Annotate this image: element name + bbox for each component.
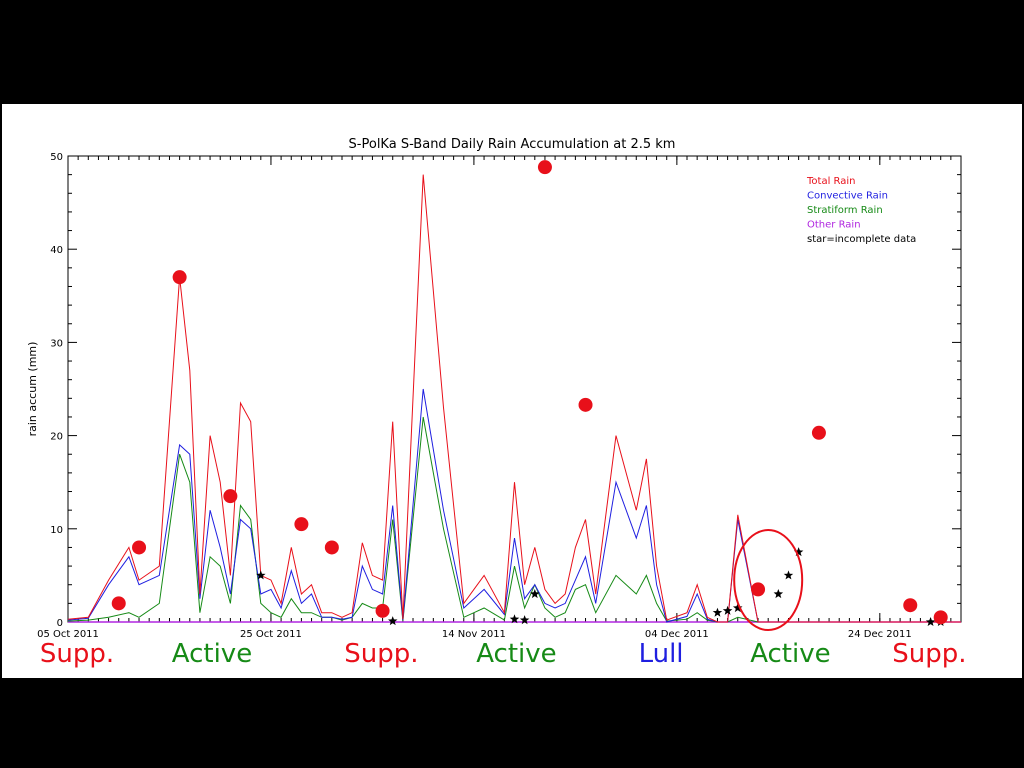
red-dot-marker <box>537 160 552 175</box>
red-dot-marker <box>375 603 390 618</box>
y-tick-label: 50 <box>50 152 63 163</box>
incomplete-data-star <box>783 570 794 580</box>
incomplete-data-star <box>925 617 936 626</box>
y-tick-label: 20 <box>50 432 63 443</box>
chart-title: S-PolKa S-Band Daily Rain Accumulation a… <box>349 137 676 152</box>
red-dot-marker <box>811 425 826 440</box>
incomplete-data-star <box>773 589 784 599</box>
red-dot-marker <box>294 517 309 532</box>
incomplete-data-star <box>712 607 723 617</box>
legend-entry: star=incomplete data <box>807 234 916 245</box>
phase-label: Active <box>171 639 253 669</box>
y-tick-label: 0 <box>57 618 63 629</box>
red-dot-marker <box>578 397 593 412</box>
legend: Total Rain Convective Rain Stratiform Rain… <box>806 176 916 245</box>
legend-entry: Stratiform Rain <box>807 205 883 216</box>
incomplete-data-star <box>530 589 540 599</box>
red-dot-marker <box>751 582 766 597</box>
legend-entry: Total Rain <box>806 176 856 187</box>
x-tick-label: 05 Oct 2011 <box>37 629 99 640</box>
incomplete-data-star <box>256 570 266 580</box>
phase-label: Lull <box>638 639 684 669</box>
x-tick-label: 14 Nov 2011 <box>442 629 506 640</box>
phase-label: Active <box>750 639 831 669</box>
phase-label: Supp. <box>344 639 419 669</box>
phase-label: Supp. <box>892 639 967 669</box>
phase-label: Active <box>476 639 557 669</box>
incomplete-data-star <box>733 603 743 613</box>
red-dot-marker <box>132 540 147 555</box>
markers <box>111 160 948 632</box>
red-dot-marker <box>903 598 918 613</box>
x-tick-label: 04 Dec 2011 <box>645 629 709 640</box>
slide-area: S-PolKa S-Band Daily Rain Accumulation a… <box>2 104 1022 678</box>
legend-entry: Other Rain <box>807 220 861 231</box>
red-dot-marker <box>933 610 948 625</box>
highlight-ellipse <box>733 529 804 632</box>
red-dot-marker <box>172 270 187 285</box>
y-tick-label: 10 <box>50 525 63 536</box>
incomplete-data-star <box>519 615 530 625</box>
legend-entry: Convective Rain <box>807 191 888 202</box>
series-line-stratiform-rain <box>67 416 961 623</box>
incomplete-data-star <box>793 547 804 557</box>
incomplete-data-star <box>509 614 520 624</box>
x-tick-label: 25 Oct 2011 <box>240 629 302 640</box>
y-tick-label: 30 <box>50 338 63 349</box>
x-tick-label: 24 Dec 2011 <box>848 629 912 640</box>
y-tick-label: 40 <box>50 245 63 256</box>
red-dot-marker <box>111 596 126 611</box>
series-line-total-rain <box>67 174 961 623</box>
y-axis-label: rain accum (mm) <box>26 342 39 437</box>
incomplete-data-star <box>388 616 398 626</box>
axis-ticks: 0 10 20 30 40 50 05 Oct 2011 25 Oct 2011 14 Nov … <box>37 152 962 640</box>
incomplete-data-star <box>722 605 733 615</box>
red-dot-marker <box>324 540 339 555</box>
phase-label: Supp. <box>39 639 115 669</box>
series-line-convective-rain <box>67 388 961 623</box>
red-dot-marker <box>223 489 238 504</box>
rain-accumulation-chart: S-PolKa S-Band Daily Rain Accumulation a… <box>26 137 962 640</box>
